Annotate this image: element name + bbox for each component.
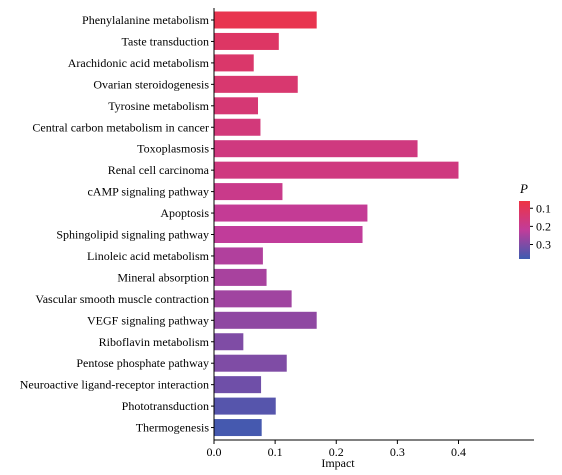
bar (214, 11, 317, 29)
color-legend: P 0.1 0.2 0.3 (519, 181, 551, 259)
x-axis-ticks: 0.0 0.1 0.2 0.3 0.4 (207, 440, 466, 459)
category-label: Arachidonic acid metabolism (68, 56, 210, 70)
category-label: VEGF signaling pathway (87, 313, 209, 327)
legend-tick-label: 0.3 (536, 238, 551, 252)
bar (214, 97, 259, 115)
x-tick-label: 0.2 (329, 445, 344, 459)
category-label: Linoleic acid metabolism (87, 249, 210, 263)
bar (214, 32, 279, 50)
bar (214, 226, 363, 243)
x-axis-title: Impact (321, 456, 355, 470)
legend-color-bar (519, 201, 530, 259)
legend-ticks: 0.1 0.2 0.3 (530, 201, 551, 252)
category-label: Vascular smooth muscle contraction (35, 292, 209, 306)
bar (214, 376, 262, 394)
bar (214, 290, 292, 308)
category-label: Central carbon metabolism in cancer (32, 120, 209, 134)
bar (214, 247, 263, 265)
bars-group (214, 11, 459, 437)
category-label: Pentose phosphate pathway (76, 356, 209, 370)
category-labels: Phenylalanine metabolism Taste transducti… (20, 13, 210, 435)
category-label: Sphingolipid signaling pathway (56, 228, 209, 242)
category-label: Tyrosine metabolism (108, 99, 209, 113)
category-label: Phototransduction (122, 399, 209, 413)
category-label: Taste transduction (122, 34, 209, 48)
bar (214, 75, 298, 93)
category-label: Phenylalanine metabolism (82, 13, 210, 27)
bar (214, 333, 244, 351)
bar (214, 118, 261, 136)
bar (214, 311, 317, 329)
legend-tick-label: 0.2 (536, 219, 551, 233)
x-tick-label: 0.0 (207, 445, 222, 459)
category-label: cAMP signaling pathway (87, 185, 209, 199)
category-label: Ovarian steroidogenesis (93, 77, 209, 91)
bar (214, 419, 262, 437)
x-tick-label: 0.3 (390, 445, 405, 459)
x-tick-label: 0.1 (268, 445, 283, 459)
bar (214, 354, 287, 372)
bar (214, 204, 368, 222)
category-label: Riboflavin metabolism (99, 335, 210, 349)
bar (214, 183, 283, 201)
category-label: Renal cell carcinoma (108, 163, 210, 177)
bar (214, 397, 276, 415)
category-label: Mineral absorption (117, 270, 209, 284)
bar (214, 140, 418, 158)
bar (214, 161, 459, 179)
legend-tick-label: 0.1 (536, 201, 551, 215)
category-label: Toxoplasmosis (137, 142, 209, 156)
bar (214, 54, 254, 72)
category-label: Apoptosis (160, 206, 209, 220)
bar (214, 268, 267, 286)
category-label: Thermogenesis (136, 421, 210, 435)
category-label: Neuroactive ligand-receptor interaction (20, 378, 209, 392)
x-tick-label: 0.4 (451, 445, 466, 459)
legend-title: P (519, 181, 528, 196)
